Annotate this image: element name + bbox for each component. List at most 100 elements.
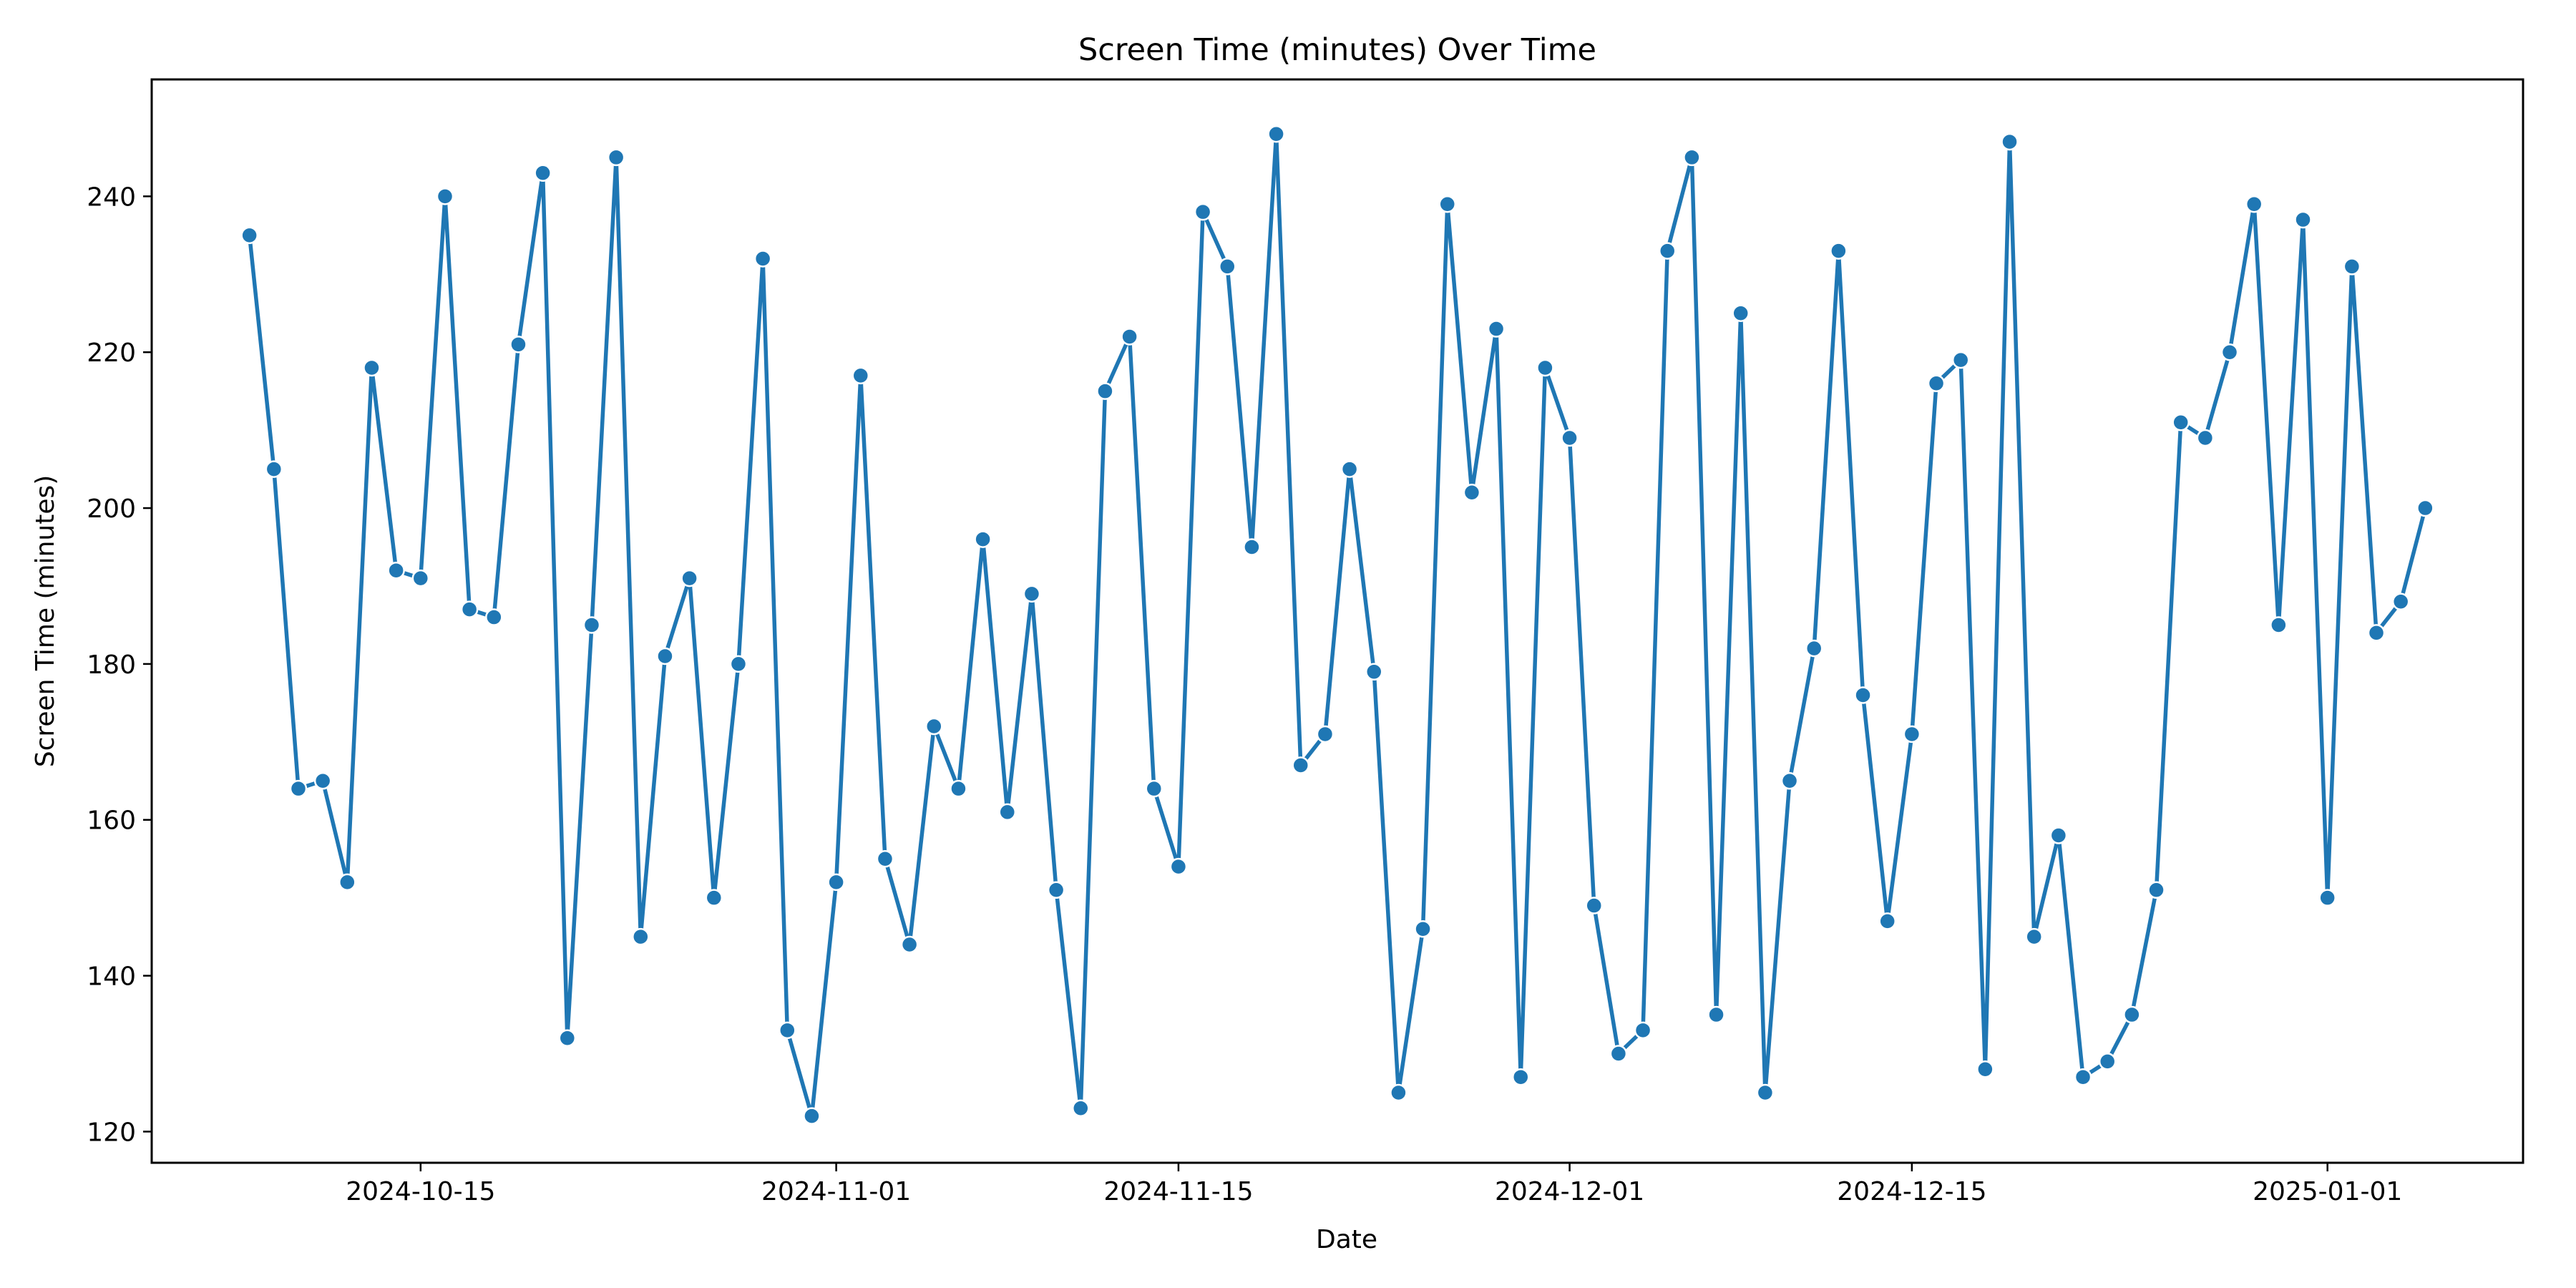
data-point [1536, 358, 1554, 377]
x-tick-label: 2024-11-15 [1103, 1177, 1253, 1206]
data-point [950, 779, 967, 798]
data-point [485, 608, 503, 626]
data-point [1047, 881, 1065, 899]
data-point [827, 873, 845, 892]
data-point [1340, 460, 1359, 478]
data-point [925, 717, 943, 736]
data-point [265, 460, 283, 478]
y-tick-label: 200 [87, 494, 136, 524]
x-tick-label: 2024-10-15 [346, 1177, 495, 1206]
data-point [2025, 927, 2043, 946]
data-point [1292, 756, 1309, 774]
data-point [2416, 499, 2434, 517]
data-point [2147, 881, 2165, 899]
data-point [1194, 203, 1212, 221]
data-point [2049, 826, 2068, 844]
data-point [974, 530, 992, 548]
data-point [1487, 320, 1506, 338]
data-point [1683, 148, 1701, 167]
data-point [1951, 351, 1970, 369]
y-tick-label: 240 [87, 182, 136, 212]
data-point [2172, 414, 2190, 431]
data-point [1121, 328, 1138, 346]
data-point [2343, 258, 2361, 275]
data-point [632, 927, 650, 946]
y-tick-label: 180 [87, 650, 136, 680]
data-point [289, 779, 308, 798]
data-point [779, 1021, 796, 1040]
data-point [1805, 639, 1823, 658]
data-point [460, 600, 479, 618]
data-point [1023, 585, 1041, 603]
data-point [1390, 1083, 1407, 1102]
data-point [900, 935, 919, 954]
data-point [1072, 1099, 1090, 1118]
x-tick-label: 2024-12-01 [1495, 1177, 1644, 1206]
data-point [1780, 772, 1799, 790]
data-point [1219, 258, 1236, 275]
data-point [1561, 429, 1579, 447]
data-point [509, 336, 527, 353]
data-point [876, 849, 894, 868]
data-point [2098, 1053, 2117, 1070]
data-point [2367, 624, 2386, 642]
data-point [1732, 304, 1750, 323]
data-point [582, 616, 601, 634]
data-point [2123, 1005, 2141, 1024]
data-point [1463, 484, 1481, 502]
data-point [1267, 125, 1285, 143]
data-point [680, 569, 698, 587]
series-line [247, 132, 2428, 1118]
data-point [2196, 429, 2215, 447]
data-point [338, 873, 356, 892]
data-point [1878, 912, 1896, 930]
data-point [2391, 592, 2410, 611]
data-point [1854, 686, 1872, 704]
data-point [1756, 1083, 1775, 1102]
data-point [852, 366, 870, 385]
data-point [1707, 1005, 1725, 1024]
data-point [753, 250, 772, 268]
data-point [436, 187, 454, 205]
data-point [1414, 919, 1432, 938]
data-point [2074, 1068, 2092, 1086]
x-tick-label: 2024-11-01 [761, 1177, 911, 1206]
data-point [705, 889, 723, 907]
x-tick-label: 2024-12-15 [1837, 1177, 1986, 1206]
data-point [1976, 1060, 1994, 1078]
data-point [1585, 897, 1603, 914]
data-point [558, 1029, 577, 1047]
y-tick-label: 220 [87, 338, 136, 368]
data-point [387, 561, 405, 580]
data-point [1609, 1045, 1628, 1063]
data-point [729, 655, 748, 673]
data-point [1169, 857, 1188, 876]
data-point [411, 569, 430, 587]
data-point [1658, 242, 1677, 260]
data-point [2270, 616, 2288, 634]
y-tick-label: 120 [87, 1118, 136, 1147]
data-point [998, 803, 1017, 821]
plot-layer [240, 125, 2434, 1125]
data-point [1830, 242, 1848, 260]
data-point [1243, 538, 1261, 556]
y-axis: 120 140 160 180 200 220 240 [87, 182, 152, 1147]
data-point [534, 164, 552, 182]
data-point [2294, 210, 2312, 229]
data-point [2220, 343, 2239, 361]
data-point [2245, 195, 2263, 213]
data-point [363, 358, 381, 377]
plot-frame [150, 78, 2524, 1164]
data-point [240, 226, 258, 245]
data-point [1096, 382, 1114, 400]
data-point [1927, 374, 1946, 393]
data-point [1365, 663, 1383, 681]
data-point [1438, 195, 1456, 213]
data-point [803, 1107, 821, 1125]
data-point [2318, 889, 2336, 907]
x-tick-label: 2025-01-01 [2253, 1177, 2402, 1206]
data-point [1145, 779, 1163, 798]
